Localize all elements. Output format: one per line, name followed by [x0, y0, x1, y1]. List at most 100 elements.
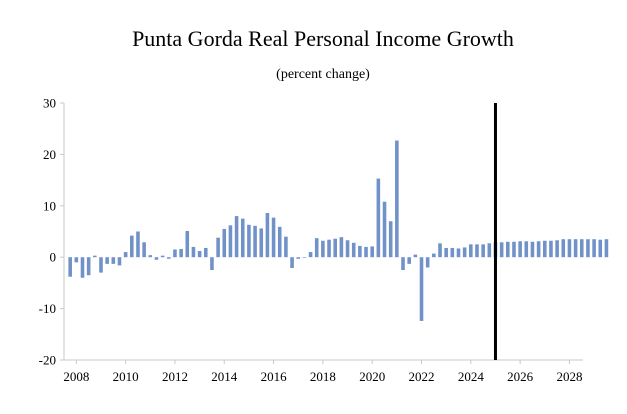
- y-tick-label: 10: [43, 198, 56, 213]
- bar: [462, 247, 467, 258]
- bar: [308, 252, 313, 258]
- bar: [271, 217, 276, 258]
- x-tick-label: 2022: [409, 369, 435, 384]
- x-tick-label: 2012: [162, 369, 188, 384]
- bar: [160, 255, 165, 258]
- x-tick-label: 2008: [63, 369, 89, 384]
- bar: [314, 238, 319, 258]
- bar: [265, 213, 270, 258]
- bar: [93, 255, 97, 258]
- bar: [512, 241, 516, 258]
- bar: [481, 244, 485, 258]
- bar: [432, 253, 436, 258]
- x-tick-label: 2010: [113, 369, 139, 384]
- bar: [351, 242, 356, 258]
- bar: [561, 239, 566, 258]
- bar: [450, 247, 455, 258]
- bar: [333, 238, 337, 258]
- bar: [388, 221, 393, 258]
- bar: [413, 254, 418, 258]
- bar: [401, 257, 405, 271]
- bar: [345, 240, 350, 258]
- bar: [105, 257, 109, 264]
- bar: [86, 257, 91, 276]
- x-tick-label: 2028: [556, 369, 582, 384]
- bar: [444, 247, 448, 258]
- bar: [364, 246, 368, 258]
- bar: [80, 257, 85, 278]
- bar: [302, 257, 307, 258]
- bar: [142, 242, 146, 258]
- bar: [555, 240, 559, 258]
- y-tick-label: 20: [43, 147, 56, 162]
- bar: [543, 240, 547, 258]
- y-tick-label: 30: [43, 96, 56, 111]
- bar: [210, 257, 214, 271]
- bar: [321, 240, 325, 258]
- bar: [240, 218, 245, 258]
- chart-title: Punta Gorda Real Personal Income Growth: [132, 26, 514, 51]
- bar-series: [68, 140, 609, 321]
- bar: [438, 243, 442, 258]
- y-tick-label: -10: [39, 301, 56, 316]
- bar: [407, 257, 411, 264]
- bar: [253, 225, 257, 258]
- bar: [592, 239, 596, 258]
- bar: [339, 237, 344, 258]
- bar: [111, 257, 116, 264]
- x-tick-label: 2020: [359, 369, 385, 384]
- bar: [117, 257, 122, 266]
- bar: [586, 239, 590, 258]
- bar: [74, 257, 79, 263]
- bar: [154, 257, 159, 260]
- bar: [216, 237, 220, 258]
- bar: [259, 228, 264, 258]
- bar: [290, 257, 294, 268]
- bar: [604, 239, 609, 258]
- bar: [598, 239, 603, 258]
- bar: [222, 228, 227, 258]
- bar: [179, 248, 183, 258]
- bar: [277, 226, 282, 258]
- y-axis: 30 20 10 0 -10 -20: [39, 96, 65, 368]
- bar: [185, 230, 190, 258]
- bar: [99, 257, 103, 273]
- bar: [549, 240, 553, 258]
- x-tick-label: 2024: [458, 369, 485, 384]
- bar: [370, 246, 374, 258]
- chart-subtitle: (percent change): [276, 67, 370, 82]
- bar: [228, 225, 233, 258]
- bar: [499, 242, 504, 258]
- bar: [284, 236, 288, 258]
- bar: [475, 244, 479, 258]
- bar: [247, 224, 251, 258]
- bar: [487, 243, 492, 258]
- bar: [136, 231, 140, 258]
- bar: [296, 257, 301, 259]
- x-tick-label: 2026: [507, 369, 534, 384]
- bar: [148, 255, 153, 258]
- bar: [382, 201, 387, 258]
- bar: [506, 241, 510, 258]
- bar: [469, 244, 473, 258]
- bar: [234, 216, 239, 258]
- bar: [425, 257, 430, 268]
- bar: [167, 257, 171, 259]
- bar: [518, 241, 522, 258]
- bar: [358, 245, 362, 258]
- bar: [123, 252, 128, 258]
- bar: [203, 247, 208, 258]
- bar: [68, 257, 72, 277]
- bar: [173, 249, 177, 258]
- y-tick-label: -20: [39, 353, 56, 368]
- bar: [191, 246, 196, 258]
- y-tick-label: 0: [50, 250, 57, 265]
- bar: [524, 241, 529, 258]
- bar: [419, 257, 424, 321]
- bar: [567, 239, 572, 258]
- bar: [395, 140, 399, 258]
- x-axis: 2008 2010 2012 2014 2016 2018 2020 2022 2024 2026…: [63, 359, 583, 384]
- bar: [536, 241, 541, 258]
- bar: [573, 239, 578, 258]
